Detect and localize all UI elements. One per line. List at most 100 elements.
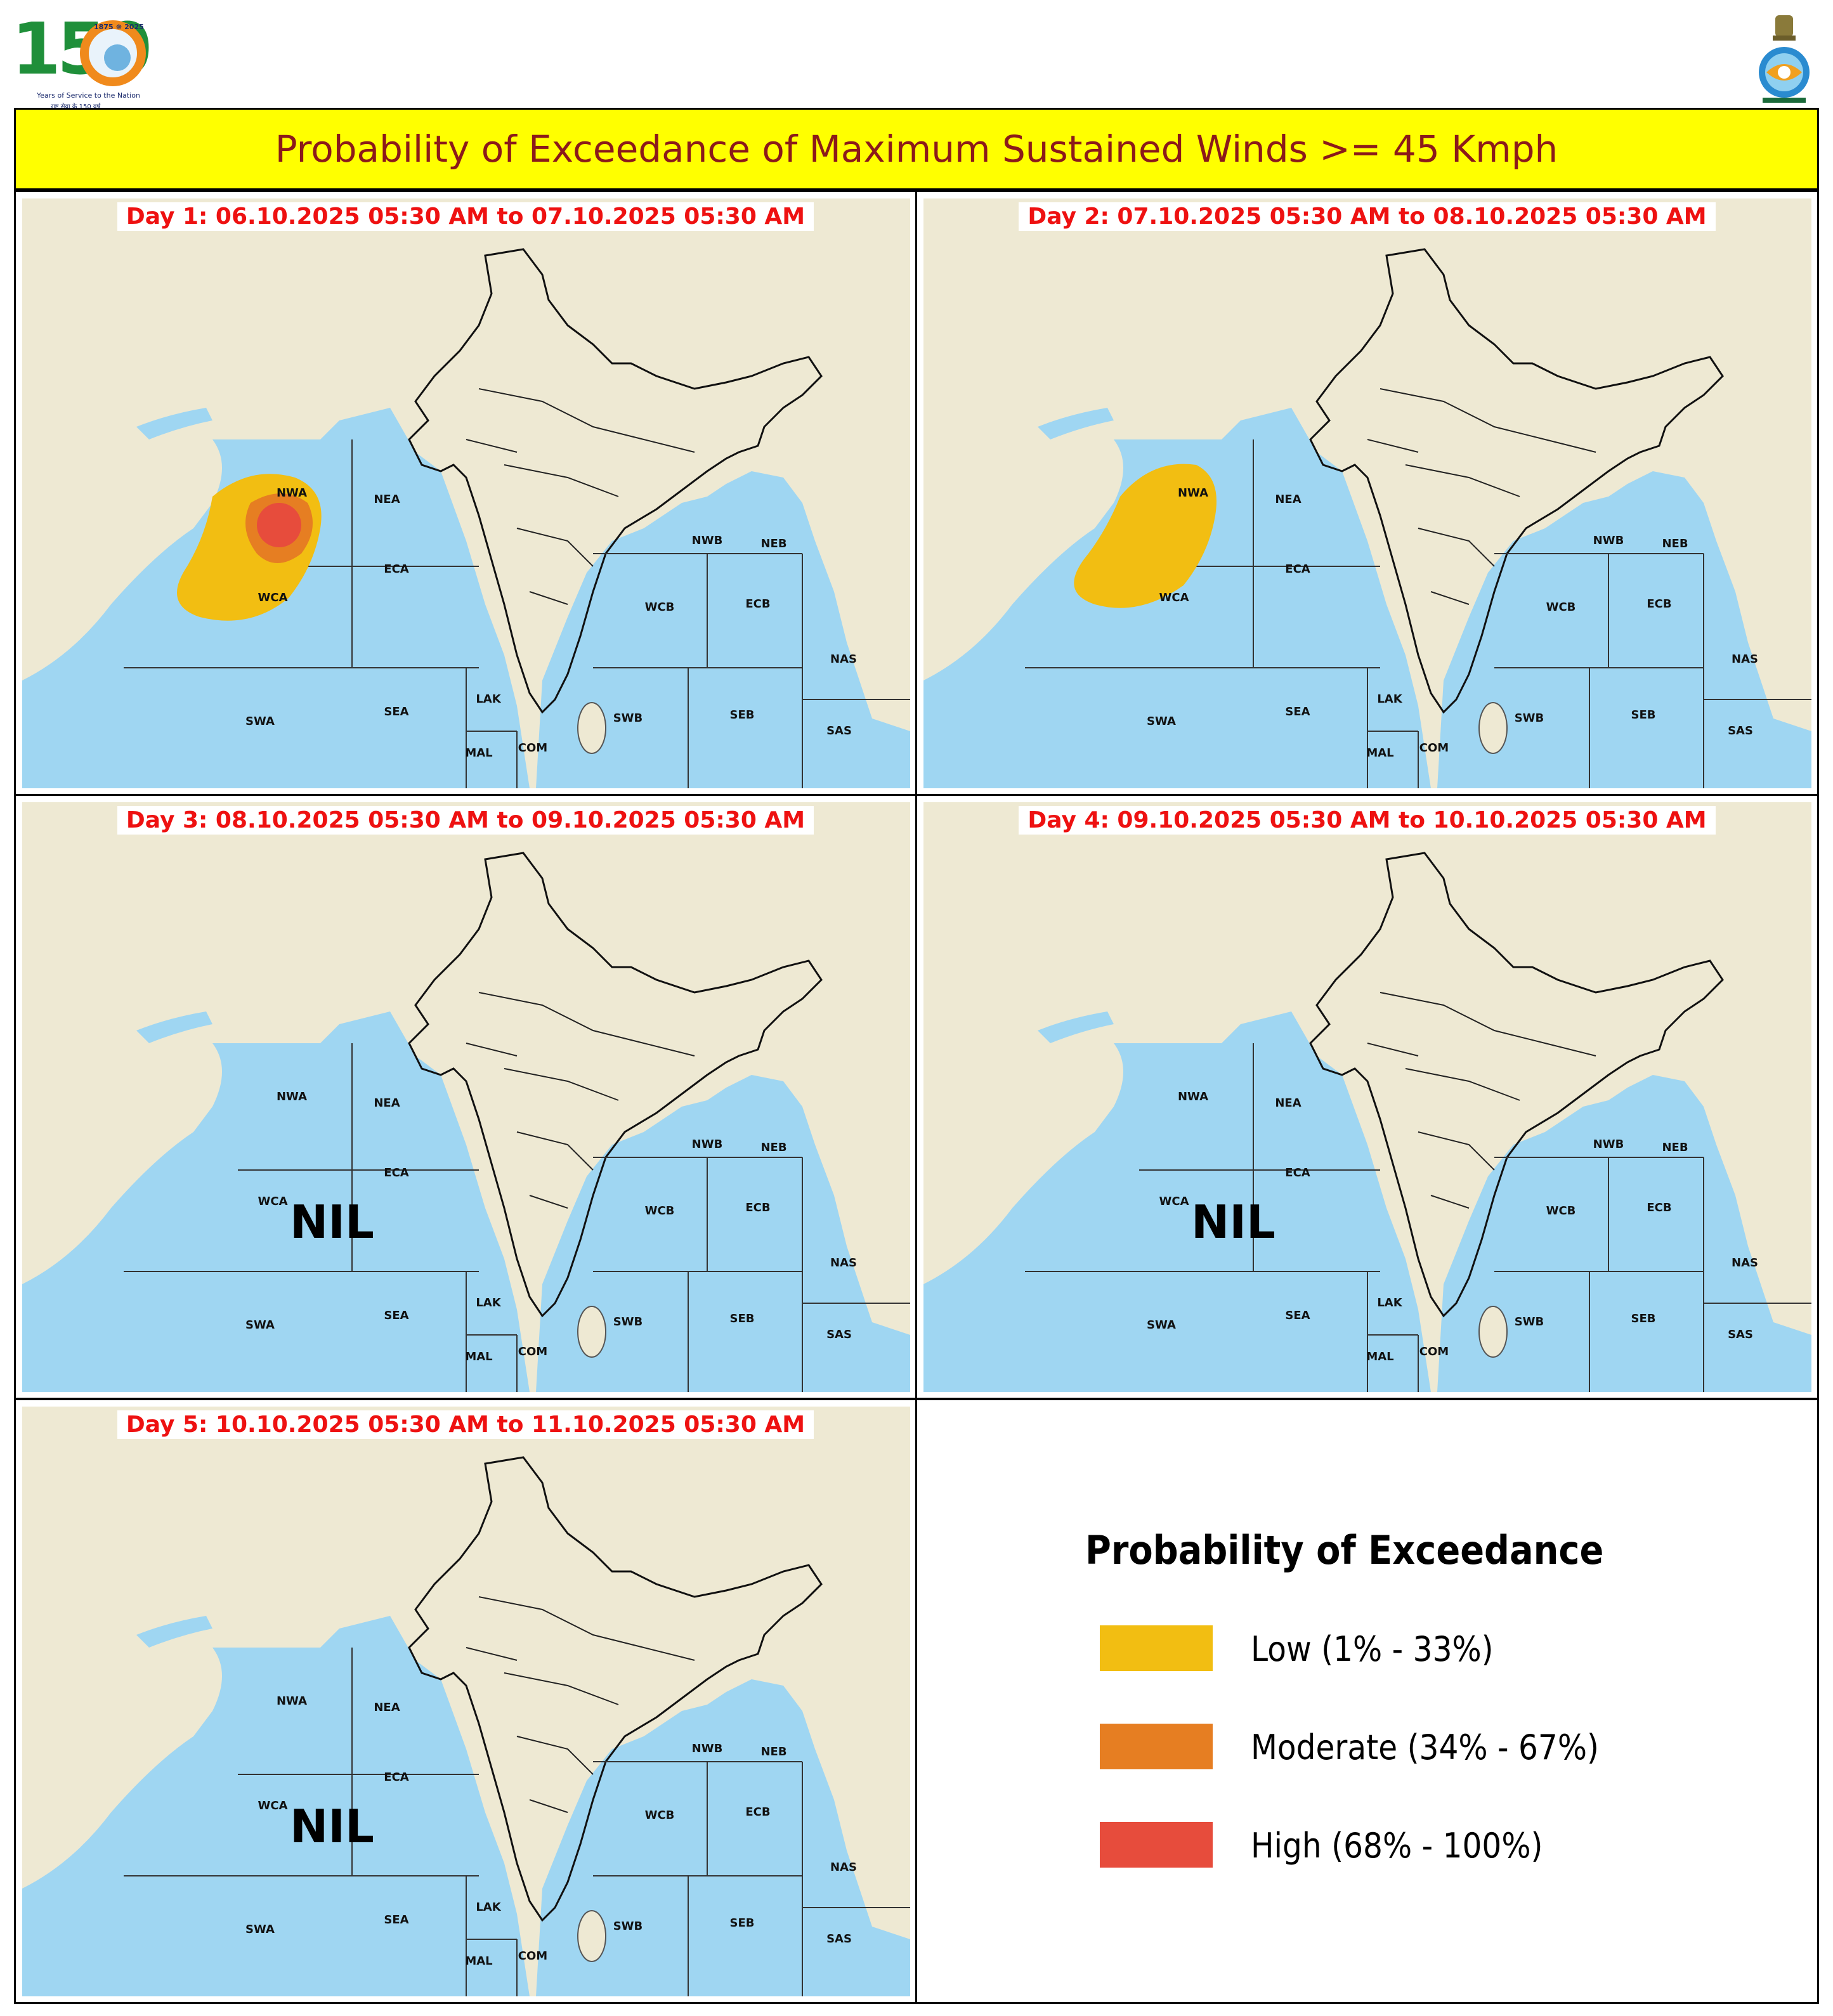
region-label-nas: NAS xyxy=(1732,1256,1758,1270)
region-label-eca: ECA xyxy=(1285,563,1310,576)
region-label-wcb: WCB xyxy=(645,1204,675,1218)
region-label-ecb: ECB xyxy=(1647,1201,1671,1214)
region-label-nea: NEA xyxy=(374,1701,400,1714)
legend-swatch-low xyxy=(1100,1625,1213,1671)
legend-label-moderate: Moderate (34% - 67%) xyxy=(1251,1727,1599,1767)
region-label-nea: NEA xyxy=(1275,1096,1301,1110)
region-label-wcb: WCB xyxy=(645,601,675,614)
region-label-neb: NEB xyxy=(760,537,786,550)
region-label-nea: NEA xyxy=(374,1096,400,1110)
legend-label-high: High (68% - 100%) xyxy=(1251,1826,1543,1866)
india-outline xyxy=(1309,852,1724,1318)
persian-gulf xyxy=(136,408,212,439)
day-label: Day 2: 07.10.2025 05:30 AM to 08.10.2025… xyxy=(917,202,1817,231)
map-day-1: NWA NEA WCA ECA SWA SEA LAK MAL COM NWB NEB WCB ECB S… xyxy=(22,198,910,788)
region-label-nwb: NWB xyxy=(692,534,723,547)
state-boundaries xyxy=(1367,388,1596,605)
region-label-mal: MAL xyxy=(465,1350,492,1363)
panel-day-4: NWA NEA WCA ECA SWA SEA LAK MAL COM NWB NEB WCB ECB S… xyxy=(915,794,1819,1400)
region-label-neb: NEB xyxy=(760,1141,786,1154)
map-day-4: NWA NEA WCA ECA SWA SEA LAK MAL COM NWB NEB WCB ECB S… xyxy=(923,802,1811,1392)
region-label-eca: ECA xyxy=(384,1166,409,1180)
legend-title: Probability of Exceedance xyxy=(1085,1527,1604,1573)
region-label-swa: SWA xyxy=(245,1318,275,1332)
region-label-nwb: NWB xyxy=(1593,1138,1624,1151)
panel-day-5: NWA NEA WCA ECA SWA SEA LAK MAL COM NWB NEB WCB ECB S… xyxy=(14,1398,917,2004)
region-label-wca: WCA xyxy=(258,1195,288,1208)
panel-day-1: NWA NEA WCA ECA SWA SEA LAK MAL COM NWB NEB WCB ECB S… xyxy=(14,190,917,796)
region-label-seb: SEB xyxy=(1631,1312,1656,1325)
region-label-sea: SEA xyxy=(1285,705,1310,719)
region-label-eca: ECA xyxy=(384,1771,409,1784)
region-label-swb: SWB xyxy=(613,1315,643,1329)
logo-tagline-hindi: राष्ट्र सेवा के 150 वर्ष xyxy=(51,103,101,110)
region-label-sea: SEA xyxy=(1285,1309,1310,1322)
india-outline xyxy=(408,852,823,1318)
nil-label: NIL xyxy=(290,1800,374,1853)
region-label-nea: NEA xyxy=(374,493,400,506)
panel-day-2: NWA NEA WCA ECA SWA SEA LAK MAL COM NWB NEB WCB ECB S… xyxy=(915,190,1819,796)
region-label-ecb: ECB xyxy=(1647,597,1671,611)
region-label-ecb: ECB xyxy=(745,597,770,611)
region-label-wca: WCA xyxy=(258,1799,288,1812)
arabian-sea xyxy=(923,408,1431,788)
sri-lanka xyxy=(577,1910,606,1962)
logo-ring-icon xyxy=(80,20,146,86)
region-label-nwa: NWA xyxy=(277,1090,307,1103)
region-label-com: COM xyxy=(518,1345,547,1358)
arabian-sea xyxy=(923,1011,1431,1392)
legend: Probability of Exceedance Low (1% - 33%)… xyxy=(915,1398,1819,2004)
region-label-com: COM xyxy=(518,741,547,755)
region-label-lak: LAK xyxy=(476,693,501,706)
imd-emblem-icon xyxy=(1759,15,1810,103)
region-label-neb: NEB xyxy=(1662,537,1688,550)
region-label-swb: SWB xyxy=(613,1920,643,1933)
region-label-sas: SAS xyxy=(826,1328,852,1341)
region-label-seb: SEB xyxy=(730,708,755,722)
title-bar: Probability of Exceedance of Maximum Sus… xyxy=(14,108,1819,190)
region-label-nwa: NWA xyxy=(1178,486,1208,500)
region-label-swa: SWA xyxy=(245,715,275,728)
arabian-sea xyxy=(22,1616,530,1996)
region-label-swa: SWA xyxy=(1147,1318,1176,1332)
region-label-com: COM xyxy=(518,1949,547,1963)
region-label-sas: SAS xyxy=(1728,1328,1753,1341)
region-label-nwb: NWB xyxy=(692,1138,723,1151)
india-outline xyxy=(408,1456,823,1922)
region-label-mal: MAL xyxy=(465,1954,492,1968)
region-label-nwa: NWA xyxy=(277,486,307,500)
bay-of-bengal xyxy=(536,1075,910,1392)
region-label-nas: NAS xyxy=(1732,653,1758,666)
india-outline xyxy=(408,248,823,714)
persian-gulf xyxy=(1038,408,1114,439)
region-label-neb: NEB xyxy=(1662,1141,1688,1154)
region-label-lak: LAK xyxy=(1377,1296,1402,1310)
panel-day-3: NWA NEA WCA ECA SWA SEA LAK MAL COM NWB NEB WCB ECB S… xyxy=(14,794,917,1400)
map-day-2: NWA NEA WCA ECA SWA SEA LAK MAL COM NWB NEB WCB ECB S… xyxy=(923,198,1811,788)
legend-label-low: Low (1% - 33%) xyxy=(1251,1629,1494,1669)
region-label-sas: SAS xyxy=(1728,724,1753,738)
day-label: Day 4: 09.10.2025 05:30 AM to 10.10.2025… xyxy=(917,806,1817,835)
region-label-swb: SWB xyxy=(1515,712,1544,725)
region-label-wcb: WCB xyxy=(1546,601,1576,614)
day-label: Day 5: 10.10.2025 05:30 AM to 11.10.2025… xyxy=(16,1410,915,1439)
arabian-sea xyxy=(22,1011,530,1392)
region-label-swb: SWB xyxy=(613,712,643,725)
region-label-swa: SWA xyxy=(1147,715,1176,728)
probability-area-low xyxy=(1074,464,1217,608)
region-label-lak: LAK xyxy=(476,1296,501,1310)
map-day-3: NWA NEA WCA ECA SWA SEA LAK MAL COM NWB NEB WCB ECB S… xyxy=(22,802,910,1392)
persian-gulf xyxy=(136,1011,212,1043)
header: 150 1875 ☸ 2025 Years of Service to the … xyxy=(0,0,1833,110)
region-label-eca: ECA xyxy=(1285,1166,1310,1180)
region-label-lak: LAK xyxy=(476,1901,501,1914)
region-label-sea: SEA xyxy=(384,1913,408,1927)
day-label: Day 1: 06.10.2025 05:30 AM to 07.10.2025… xyxy=(16,202,915,231)
region-label-mal: MAL xyxy=(465,746,492,760)
bay-of-bengal xyxy=(1437,1075,1811,1392)
sri-lanka xyxy=(577,702,606,754)
region-label-sas: SAS xyxy=(826,1932,852,1946)
region-label-sas: SAS xyxy=(826,724,852,738)
state-boundaries xyxy=(1367,992,1596,1209)
logo-tagline: Years of Service to the Nation xyxy=(37,91,140,100)
